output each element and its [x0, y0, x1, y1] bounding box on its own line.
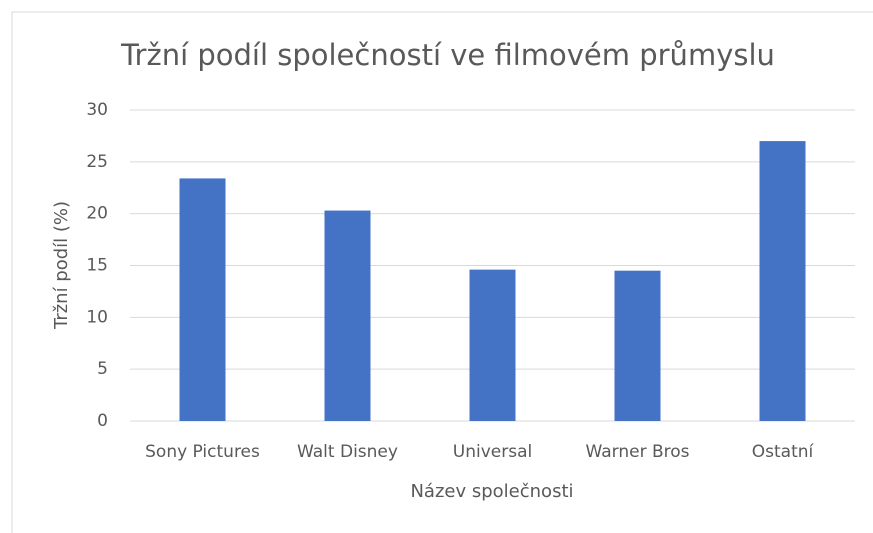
chart-border: [11, 11, 873, 533]
y-tick-label: 20: [86, 204, 108, 224]
bar: [469, 269, 516, 421]
y-axis-title: Tržní podíl (%): [51, 201, 72, 330]
bar: [179, 178, 226, 421]
y-tick-label: 30: [86, 100, 108, 120]
x-tick-label: Walt Disney: [297, 442, 398, 462]
y-tick-label: 5: [97, 359, 108, 379]
x-tick-label: Sony Pictures: [145, 442, 260, 462]
x-tick-label: Ostatní: [752, 442, 815, 462]
y-tick-label: 25: [86, 152, 108, 172]
x-tick-label: Universal: [453, 442, 532, 462]
bar: [614, 270, 661, 421]
x-tick-label: Warner Bros: [586, 442, 690, 462]
x-axis-title: Název společnosti: [410, 481, 573, 502]
y-tick-label: 15: [86, 256, 108, 276]
bar: [324, 210, 371, 421]
bar: [759, 141, 806, 421]
chart-title: Tržní podíl společností ve filmovém prům…: [120, 38, 775, 72]
y-tick-label: 10: [86, 307, 108, 327]
y-tick-label: 0: [97, 411, 108, 431]
